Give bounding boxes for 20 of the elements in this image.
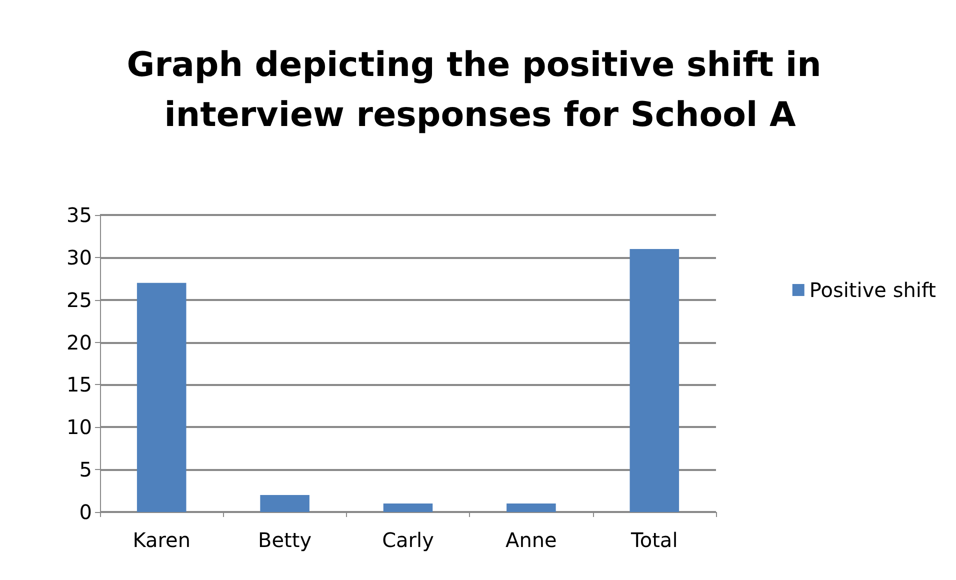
bar (506, 504, 556, 512)
y-tick-label: 10 (66, 415, 92, 440)
x-tick-label: Karen (132, 528, 190, 552)
x-tick-label: Betty (258, 528, 312, 552)
y-tick-label: 0 (79, 500, 92, 524)
legend-label: Positive shift (809, 278, 936, 302)
bar (383, 504, 433, 512)
bar (136, 282, 186, 512)
chart-title: Graph depicting the positive shift in interview responses for School A (126, 45, 834, 135)
x-tick-label: Carly (382, 528, 434, 552)
y-tick-label: 30 (66, 245, 92, 270)
y-tick-label: 25 (66, 288, 92, 312)
bar (630, 248, 680, 512)
y-tick-label: 15 (66, 372, 92, 397)
y-tick-label: 35 (66, 203, 92, 227)
y-tick-label: 20 (66, 330, 92, 354)
bar (260, 495, 310, 512)
x-tick-label: Anne (506, 528, 557, 552)
x-tick-label: Total (630, 528, 678, 552)
y-tick-label: 5 (79, 458, 92, 482)
